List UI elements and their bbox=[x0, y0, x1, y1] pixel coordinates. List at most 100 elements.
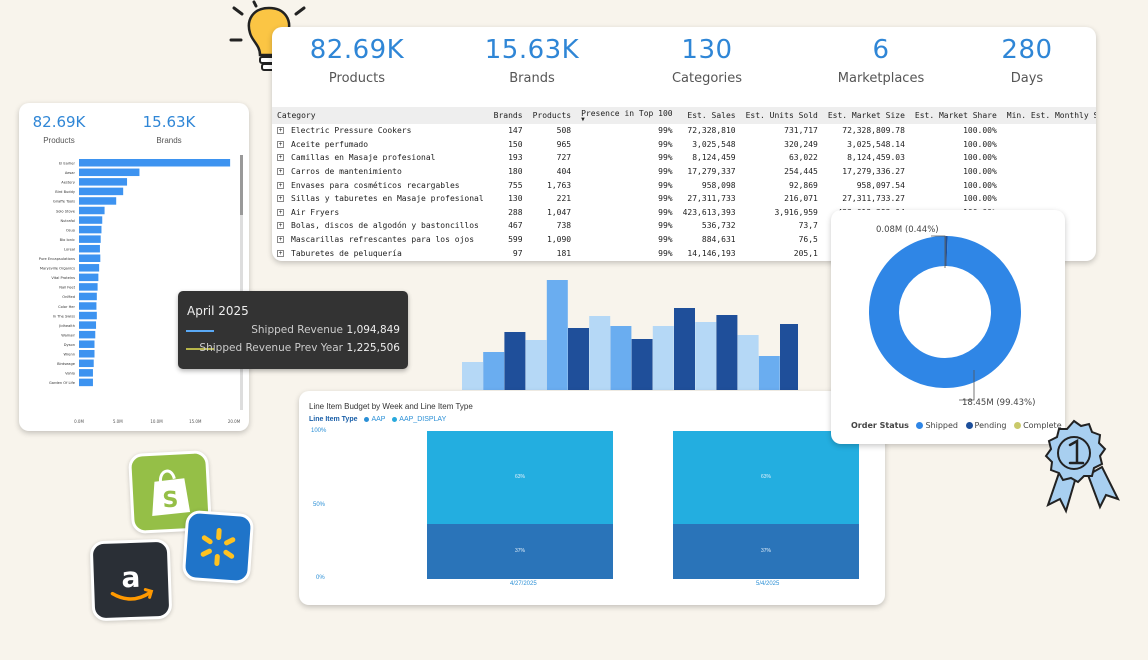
stacked-bar[interactable]: 63% 37% bbox=[673, 431, 859, 579]
donut-legend: Order Status Shipped Pending Complete bbox=[851, 421, 1062, 430]
table-row[interactable]: + Electric Pressure Cookers 147 508 99% 72,32… bbox=[272, 124, 1096, 138]
cell-text: 181 bbox=[556, 248, 572, 258]
expand-row-icon[interactable]: + bbox=[277, 154, 284, 162]
cell-text: 320,249 bbox=[784, 139, 818, 149]
brand-bar[interactable] bbox=[79, 350, 95, 358]
table-cell: 100.00% bbox=[910, 165, 1002, 179]
brand-bar[interactable] bbox=[79, 359, 94, 368]
bar-segment-aap[interactable]: 37% bbox=[427, 524, 613, 579]
expand-row-icon[interactable]: + bbox=[277, 249, 284, 257]
brand-bar[interactable] bbox=[79, 225, 102, 234]
bar-segment-aap[interactable]: 37% bbox=[673, 524, 859, 579]
bar-segment-aap-display[interactable]: 63% bbox=[427, 431, 613, 525]
expand-row-icon[interactable]: + bbox=[277, 195, 284, 203]
table-cell: 92,869 bbox=[741, 178, 823, 192]
table-row[interactable]: + Bolas, discos de algodón y bastoncillos… bbox=[272, 219, 1096, 233]
column-header-market-size[interactable]: Est. Market Size bbox=[827, 111, 905, 120]
brand-bar[interactable] bbox=[79, 168, 140, 177]
expand-row-icon[interactable]: + bbox=[277, 208, 284, 216]
legend-item-aap[interactable]: AAP bbox=[371, 416, 386, 423]
revenue-bar[interactable] bbox=[780, 324, 798, 390]
revenue-bar[interactable] bbox=[589, 316, 611, 390]
column-header-presence[interactable]: Presence in Top 100 ▼ bbox=[576, 107, 678, 124]
revenue-bar[interactable] bbox=[568, 328, 589, 390]
cell-text: 180 bbox=[508, 167, 523, 177]
brand-bar[interactable] bbox=[79, 206, 105, 215]
brand-bar[interactable] bbox=[79, 216, 103, 224]
revenue-bar[interactable] bbox=[758, 356, 780, 390]
column-header-category[interactable]: Category bbox=[277, 111, 316, 120]
brand-bar[interactable] bbox=[79, 302, 97, 310]
column-header-est-sales[interactable]: Est. Sales bbox=[687, 111, 736, 120]
legend-item-complete[interactable]: Complete bbox=[1023, 421, 1062, 430]
kpi-label: Days bbox=[1010, 71, 1044, 86]
brand-bar[interactable] bbox=[79, 311, 97, 320]
revenue-bar[interactable] bbox=[610, 326, 632, 390]
brand-bar[interactable] bbox=[79, 178, 128, 186]
scrollbar-thumb[interactable] bbox=[240, 155, 243, 215]
brand-bar[interactable] bbox=[79, 273, 99, 282]
expand-row-icon[interactable]: + bbox=[277, 127, 284, 135]
legend-dot bbox=[364, 416, 370, 422]
legend-title: Order Status bbox=[851, 421, 909, 430]
revenue-bar[interactable] bbox=[674, 308, 695, 390]
expand-row-icon[interactable]: + bbox=[277, 181, 284, 189]
brand-bar[interactable] bbox=[79, 378, 93, 387]
revenue-bar[interactable] bbox=[525, 340, 547, 390]
revenue-bar[interactable] bbox=[737, 335, 759, 390]
column-header-units-sold[interactable]: Est. Units Sold bbox=[745, 111, 818, 120]
expand-row-icon[interactable]: + bbox=[277, 168, 284, 176]
table-cell: 99% bbox=[576, 192, 678, 206]
brand-bar[interactable] bbox=[79, 369, 93, 377]
legend-item-shipped[interactable]: Shipped bbox=[925, 421, 958, 430]
kpi-brands: 15.63K Brands bbox=[457, 35, 607, 86]
revenue-bar[interactable] bbox=[695, 322, 717, 390]
expand-row-icon[interactable]: + bbox=[277, 222, 284, 230]
column-header-brands[interactable]: Brands bbox=[493, 111, 523, 120]
table-row[interactable]: + Carros de mantenimiento 180 404 99% 17,279,… bbox=[272, 165, 1096, 179]
brand-bar[interactable] bbox=[79, 235, 101, 243]
brand-bar[interactable] bbox=[79, 244, 100, 253]
donut-slice-shipped[interactable] bbox=[869, 236, 1021, 388]
revenue-bar[interactable] bbox=[462, 362, 483, 390]
table-row[interactable]: + Sillas y taburetes en Masaje profesiona… bbox=[272, 192, 1096, 206]
legend-item-pending[interactable]: Pending bbox=[974, 421, 1007, 430]
revenue-bar[interactable] bbox=[716, 315, 738, 390]
cell-text: 8,124,459 bbox=[692, 153, 736, 163]
brand-bar[interactable] bbox=[79, 330, 96, 339]
revenue-bar[interactable] bbox=[652, 326, 674, 390]
column-header-products[interactable]: Products bbox=[532, 111, 572, 120]
column-header-monthly-sales[interactable]: Min. Est. Monthly Sales bbox=[1006, 111, 1096, 120]
brand-bar[interactable] bbox=[79, 254, 101, 263]
brand-bar[interactable] bbox=[79, 264, 100, 272]
revenue-bar[interactable] bbox=[504, 332, 526, 390]
brand-bar-chart: El Earlier Aesar Aestery Bird Buddy Giraffe … bbox=[39, 155, 243, 424]
expand-row-icon[interactable]: + bbox=[277, 236, 284, 244]
table-cell: 100.00% bbox=[910, 124, 1002, 138]
brand-bar[interactable] bbox=[79, 292, 97, 301]
table-row[interactable]: + Camillas en Masaje profesional 193 727 99%… bbox=[272, 151, 1096, 165]
revenue-bar[interactable] bbox=[546, 280, 568, 390]
brand-bar[interactable] bbox=[79, 187, 124, 196]
revenue-bar[interactable] bbox=[483, 352, 505, 390]
cell-text: Carros de mantenimiento bbox=[291, 167, 402, 177]
revenue-bar[interactable] bbox=[631, 339, 653, 390]
table-row[interactable]: + Taburetes de peluquería 97 181 99% 14,146,1… bbox=[272, 246, 1096, 260]
brand-bar[interactable] bbox=[79, 340, 95, 348]
brand-bar[interactable] bbox=[79, 283, 98, 291]
expand-row-icon[interactable]: + bbox=[277, 140, 284, 148]
x-tick-label: 0.0M bbox=[74, 419, 84, 424]
brand-label: Nutrafol bbox=[60, 219, 75, 223]
scrollbar[interactable] bbox=[240, 155, 243, 410]
table-cell: 254,445 bbox=[741, 165, 823, 179]
bar-segment-aap-display[interactable]: 63% bbox=[673, 431, 859, 525]
table-row[interactable]: + Mascarillas refrescantes para los ojos 5… bbox=[272, 233, 1096, 247]
brand-bar[interactable] bbox=[79, 159, 231, 167]
brand-bar[interactable] bbox=[79, 321, 97, 329]
column-header-market-share[interactable]: Est. Market Share bbox=[914, 111, 997, 120]
table-row[interactable]: + Envases para cosméticos recargables 755 1… bbox=[272, 178, 1096, 192]
brand-bar[interactable] bbox=[79, 197, 117, 205]
legend-item-aap-display[interactable]: AAP_DISPLAY bbox=[399, 416, 447, 423]
stacked-bar[interactable]: 63% 37% bbox=[427, 431, 613, 579]
table-row[interactable]: + Aceite perfumado 150 965 99% 3,025,548 320,2… bbox=[272, 138, 1096, 152]
